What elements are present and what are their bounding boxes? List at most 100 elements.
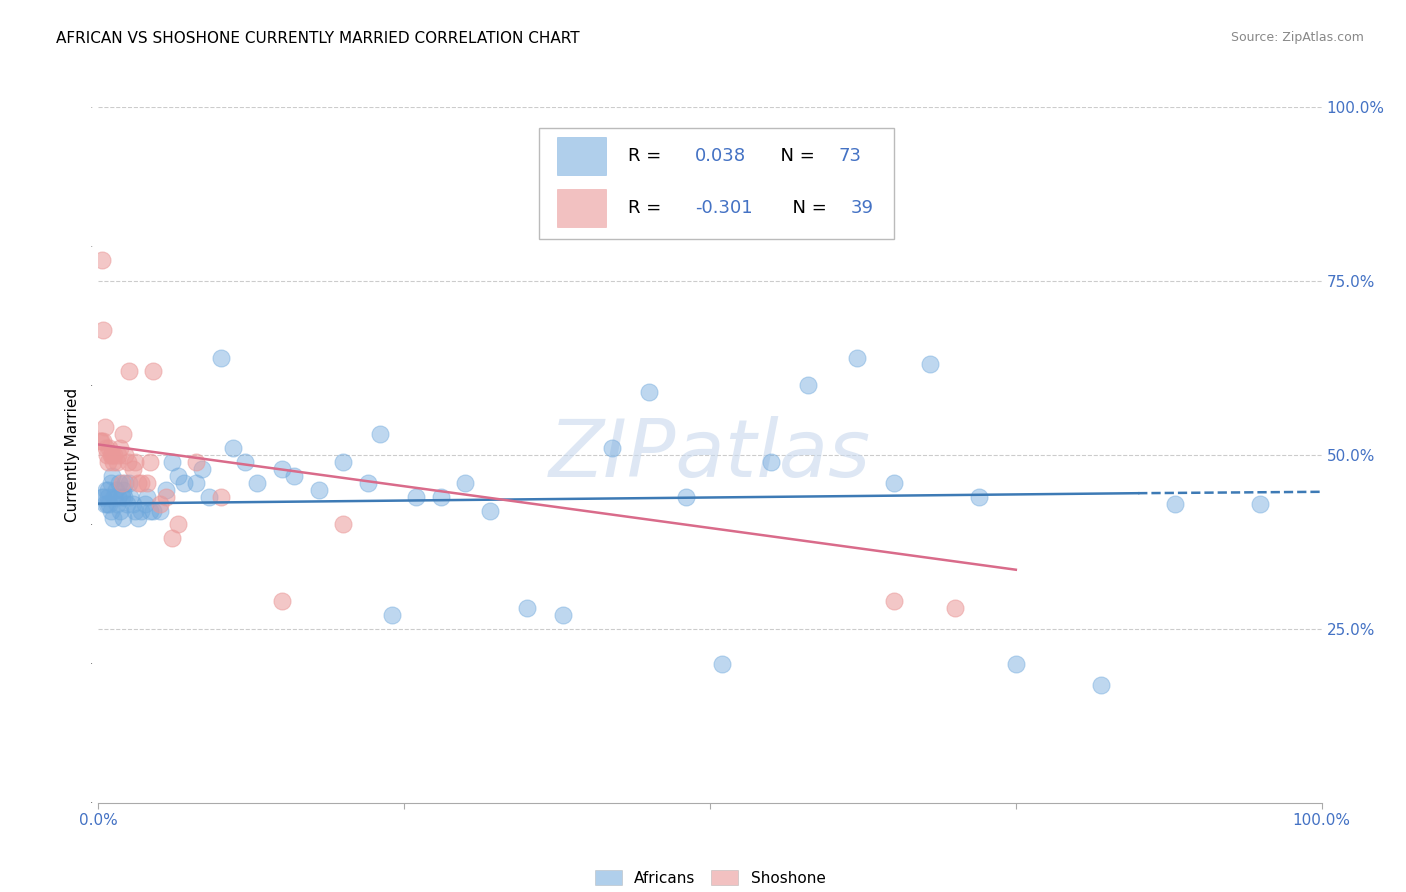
- Point: [114, 475, 136, 490]
- Point: [110, 503, 132, 517]
- Point: [93, 420, 115, 434]
- Point: [100, 503, 122, 517]
- Point: [111, 427, 134, 442]
- Point: [97, 490, 120, 504]
- FancyBboxPatch shape: [557, 189, 606, 227]
- Point: [283, 468, 305, 483]
- Point: [430, 490, 453, 504]
- Point: [93, 497, 115, 511]
- Point: [967, 490, 990, 504]
- Point: [103, 448, 125, 462]
- Point: [94, 441, 117, 455]
- Point: [111, 510, 134, 524]
- Point: [142, 503, 165, 517]
- Point: [111, 490, 134, 504]
- Text: 73: 73: [838, 147, 862, 165]
- Point: [91, 253, 114, 268]
- Point: [246, 475, 269, 490]
- Point: [136, 475, 159, 490]
- Point: [127, 510, 149, 524]
- Point: [1004, 657, 1026, 671]
- Point: [209, 351, 232, 365]
- Point: [121, 462, 143, 476]
- Point: [98, 497, 121, 511]
- Point: [129, 503, 152, 517]
- Point: [114, 448, 136, 462]
- Point: [94, 483, 117, 497]
- Point: [160, 455, 183, 469]
- Point: [91, 323, 114, 337]
- Point: [91, 490, 114, 504]
- Point: [136, 490, 159, 504]
- Point: [478, 503, 501, 517]
- Point: [90, 434, 112, 448]
- Point: [356, 475, 378, 490]
- Point: [108, 475, 131, 490]
- Point: [405, 490, 427, 504]
- Point: [270, 462, 294, 476]
- Point: [100, 475, 122, 490]
- Point: [155, 483, 177, 497]
- Point: [101, 448, 124, 462]
- Point: [101, 455, 124, 469]
- Point: [638, 385, 661, 400]
- Point: [118, 364, 141, 378]
- Point: [173, 475, 195, 490]
- Text: R =: R =: [628, 199, 666, 217]
- Point: [600, 441, 623, 455]
- Point: [91, 434, 114, 448]
- Point: [1164, 497, 1187, 511]
- Point: [149, 497, 172, 511]
- Point: [553, 607, 575, 622]
- Point: [197, 490, 219, 504]
- Text: AFRICAN VS SHOSHONE CURRENTLY MARRIED CORRELATION CHART: AFRICAN VS SHOSHONE CURRENTLY MARRIED CO…: [56, 31, 579, 46]
- Point: [167, 517, 190, 532]
- FancyBboxPatch shape: [538, 128, 893, 239]
- Point: [149, 503, 172, 517]
- Point: [142, 364, 165, 378]
- Point: [883, 475, 905, 490]
- Point: [111, 483, 134, 497]
- Point: [308, 483, 330, 497]
- Point: [139, 503, 162, 517]
- Text: 0.038: 0.038: [696, 147, 747, 165]
- Point: [110, 441, 132, 455]
- Point: [186, 455, 208, 469]
- Point: [1249, 497, 1271, 511]
- Point: [117, 455, 139, 469]
- Point: [101, 510, 124, 524]
- Point: [1090, 677, 1112, 691]
- Y-axis label: Currently Married: Currently Married: [65, 388, 80, 522]
- Point: [209, 490, 232, 504]
- Text: ZIPatlas: ZIPatlas: [548, 416, 872, 494]
- Point: [155, 490, 177, 504]
- Point: [845, 351, 868, 365]
- Point: [675, 490, 697, 504]
- Point: [191, 462, 214, 476]
- Point: [101, 468, 124, 483]
- Text: 39: 39: [851, 199, 873, 217]
- Legend: Africans, Shoshone: Africans, Shoshone: [595, 870, 825, 886]
- Point: [91, 490, 114, 504]
- Point: [332, 455, 354, 469]
- Text: R =: R =: [628, 147, 666, 165]
- Point: [943, 601, 966, 615]
- Point: [115, 497, 138, 511]
- Point: [96, 497, 118, 511]
- Point: [797, 378, 820, 392]
- Point: [111, 475, 134, 490]
- Text: N =: N =: [780, 199, 832, 217]
- Point: [167, 468, 190, 483]
- Point: [920, 358, 942, 372]
- Point: [98, 441, 121, 455]
- Point: [270, 594, 294, 608]
- Point: [96, 448, 118, 462]
- Point: [711, 657, 734, 671]
- Point: [105, 497, 128, 511]
- Point: [368, 427, 391, 442]
- Point: [107, 448, 129, 462]
- Point: [104, 483, 127, 497]
- Point: [139, 455, 162, 469]
- Point: [97, 483, 120, 497]
- Point: [515, 601, 537, 615]
